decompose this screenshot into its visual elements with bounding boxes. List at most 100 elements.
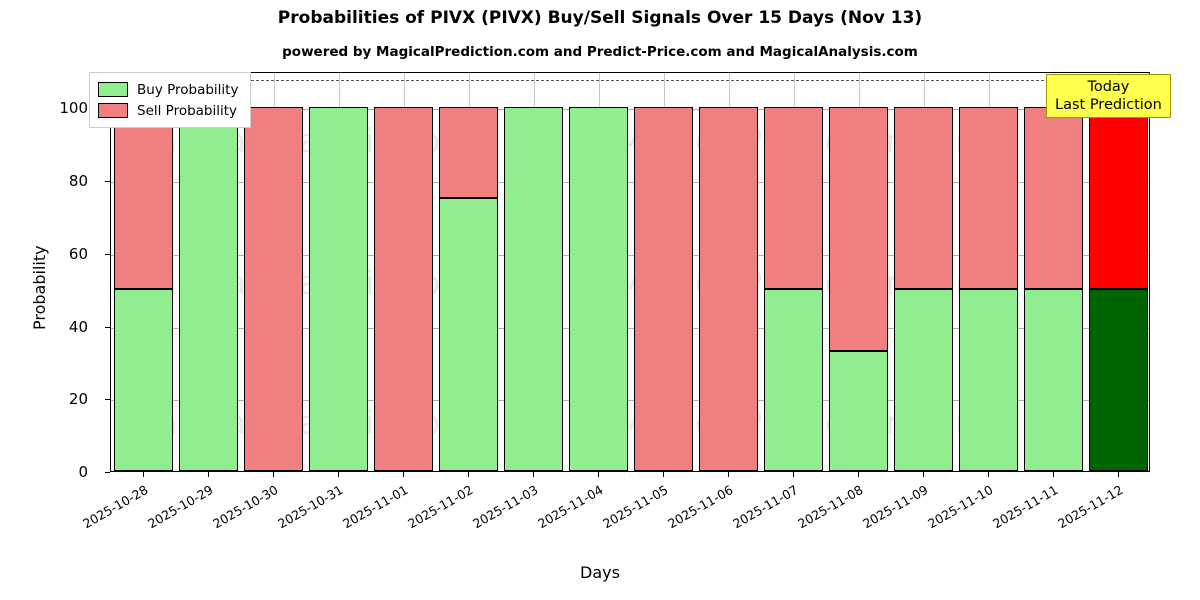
bar-segment-sell [113, 107, 174, 290]
x-axis-tick-mark [663, 472, 664, 477]
x-axis-tick-label: 2025-11-01 [339, 482, 410, 532]
bar-2025-11-12[interactable] [1088, 73, 1149, 471]
x-axis-tick-label: 2025-11-02 [404, 482, 475, 532]
bar-2025-11-07[interactable] [763, 73, 824, 471]
bar-segment-sell [438, 107, 499, 199]
x-axis-tick-label: 2025-11-12 [1054, 482, 1125, 532]
bar-segment-buy [308, 107, 369, 471]
x-axis-tick-label: 2025-10-30 [209, 482, 280, 532]
x-axis-tick-label: 2025-11-05 [599, 482, 670, 532]
bar-segment-buy [958, 289, 1019, 471]
today-annotation: Today Last Prediction [1046, 74, 1171, 118]
y-axis-tick-mark [105, 253, 110, 255]
y-axis-tick-mark [105, 399, 110, 401]
bar-2025-11-02[interactable] [438, 73, 499, 471]
bar-segment-sell [698, 107, 759, 471]
bar-segment-sell [763, 107, 824, 290]
bar-segment-sell [373, 107, 434, 471]
x-axis-tick-mark [923, 472, 924, 477]
gridline-horizontal [111, 400, 1149, 402]
chart-subtitle: powered by MagicalPrediction.com and Pre… [282, 44, 918, 60]
x-axis-tick-mark [143, 472, 144, 477]
x-axis-tick-mark [273, 472, 274, 477]
y-axis-tick-mark [105, 472, 110, 473]
x-axis-tick-mark [793, 472, 794, 477]
bar-segment-sell [1088, 107, 1149, 290]
x-axis-tick-mark [208, 472, 209, 477]
today-annotation-line1: Today [1087, 79, 1130, 95]
x-axis-tick-label: 2025-11-08 [794, 482, 865, 532]
bar-2025-11-04[interactable] [568, 73, 629, 471]
bar-segment-buy [1023, 289, 1084, 471]
dashed-reference-line [111, 80, 1149, 82]
x-axis-tick-mark [858, 472, 859, 477]
today-annotation-line2: Last Prediction [1055, 97, 1162, 113]
bar-segment-buy [1088, 289, 1149, 471]
bar-2025-11-10[interactable] [958, 73, 1019, 471]
bar-segment-buy [893, 289, 954, 471]
legend-swatch-sell [98, 103, 128, 118]
x-axis-label: Days [580, 563, 620, 582]
y-axis-tick-mark [105, 326, 110, 328]
bar-2025-10-29[interactable] [178, 73, 239, 471]
x-axis-tick-label: 2025-10-29 [144, 482, 215, 532]
legend-item-buy: Buy Probability [98, 79, 238, 100]
gridline-horizontal [111, 109, 1149, 111]
legend-label-sell: Sell Probability [137, 102, 238, 119]
bar-2025-10-31[interactable] [308, 73, 369, 471]
bar-segment-sell [893, 107, 954, 290]
plot-area: MagicalAnalysis.comMagicalPrediction.com… [110, 72, 1150, 472]
bar-segment-sell [958, 107, 1019, 290]
y-axis-label: Probability [30, 245, 49, 330]
bar-2025-11-03[interactable] [503, 73, 564, 471]
x-axis-tick-mark [1053, 472, 1054, 477]
y-axis-tick-mark [105, 181, 110, 183]
y-axis-tick-label: 100 [59, 99, 88, 118]
x-axis-tick-label: 2025-11-07 [729, 482, 800, 532]
bar-segment-buy [763, 289, 824, 471]
chart-legend: Buy Probability Sell Probability [89, 72, 252, 128]
bar-segment-buy [568, 107, 629, 471]
x-axis-tick-mark [728, 472, 729, 477]
bar-2025-11-06[interactable] [698, 73, 759, 471]
x-axis-tick-mark [988, 472, 989, 477]
bar-segment-sell [1023, 107, 1084, 290]
bar-2025-11-09[interactable] [893, 73, 954, 471]
x-axis-tick-mark [533, 472, 534, 477]
gridline-horizontal [111, 254, 1149, 256]
y-axis-tick-label: 20 [68, 390, 88, 409]
bar-segment-buy [178, 107, 239, 471]
y-axis-tick-label: 60 [68, 244, 88, 263]
bar-2025-10-28[interactable] [113, 73, 174, 471]
x-axis-tick-label: 2025-10-31 [274, 482, 345, 532]
x-axis-tick-label: 2025-11-06 [664, 482, 735, 532]
legend-item-sell: Sell Probability [98, 100, 238, 121]
x-axis-tick-mark [1118, 472, 1119, 477]
x-axis-tick-label: 2025-11-09 [859, 482, 930, 532]
bar-segment-buy [438, 198, 499, 471]
y-axis-tick-label: 80 [68, 172, 88, 191]
plot-inner: MagicalAnalysis.comMagicalPrediction.com… [111, 73, 1149, 471]
bar-2025-11-05[interactable] [633, 73, 694, 471]
bar-segment-sell [243, 107, 304, 471]
bar-segment-sell [633, 107, 694, 471]
bar-segment-buy [503, 107, 564, 471]
x-axis-tick-mark [598, 472, 599, 477]
x-axis-tick-label: 2025-11-11 [989, 482, 1060, 532]
x-axis-tick-label: 2025-11-04 [534, 482, 605, 532]
x-axis-tick-label: 2025-10-28 [79, 482, 150, 532]
bar-segment-sell [828, 107, 889, 351]
bar-2025-11-01[interactable] [373, 73, 434, 471]
legend-label-buy: Buy Probability [137, 81, 239, 98]
bar-2025-10-30[interactable] [243, 73, 304, 471]
x-axis-tick-mark [403, 472, 404, 477]
chart-title: Probabilities of PIVX (PIVX) Buy/Sell Si… [277, 8, 923, 28]
legend-swatch-buy [98, 82, 128, 97]
bar-2025-11-11[interactable] [1023, 73, 1084, 471]
bar-2025-11-08[interactable] [828, 73, 889, 471]
y-axis-tick-label: 40 [68, 317, 88, 336]
gridline-horizontal [111, 327, 1149, 329]
gridline-horizontal [111, 182, 1149, 184]
bar-segment-buy [828, 351, 889, 471]
